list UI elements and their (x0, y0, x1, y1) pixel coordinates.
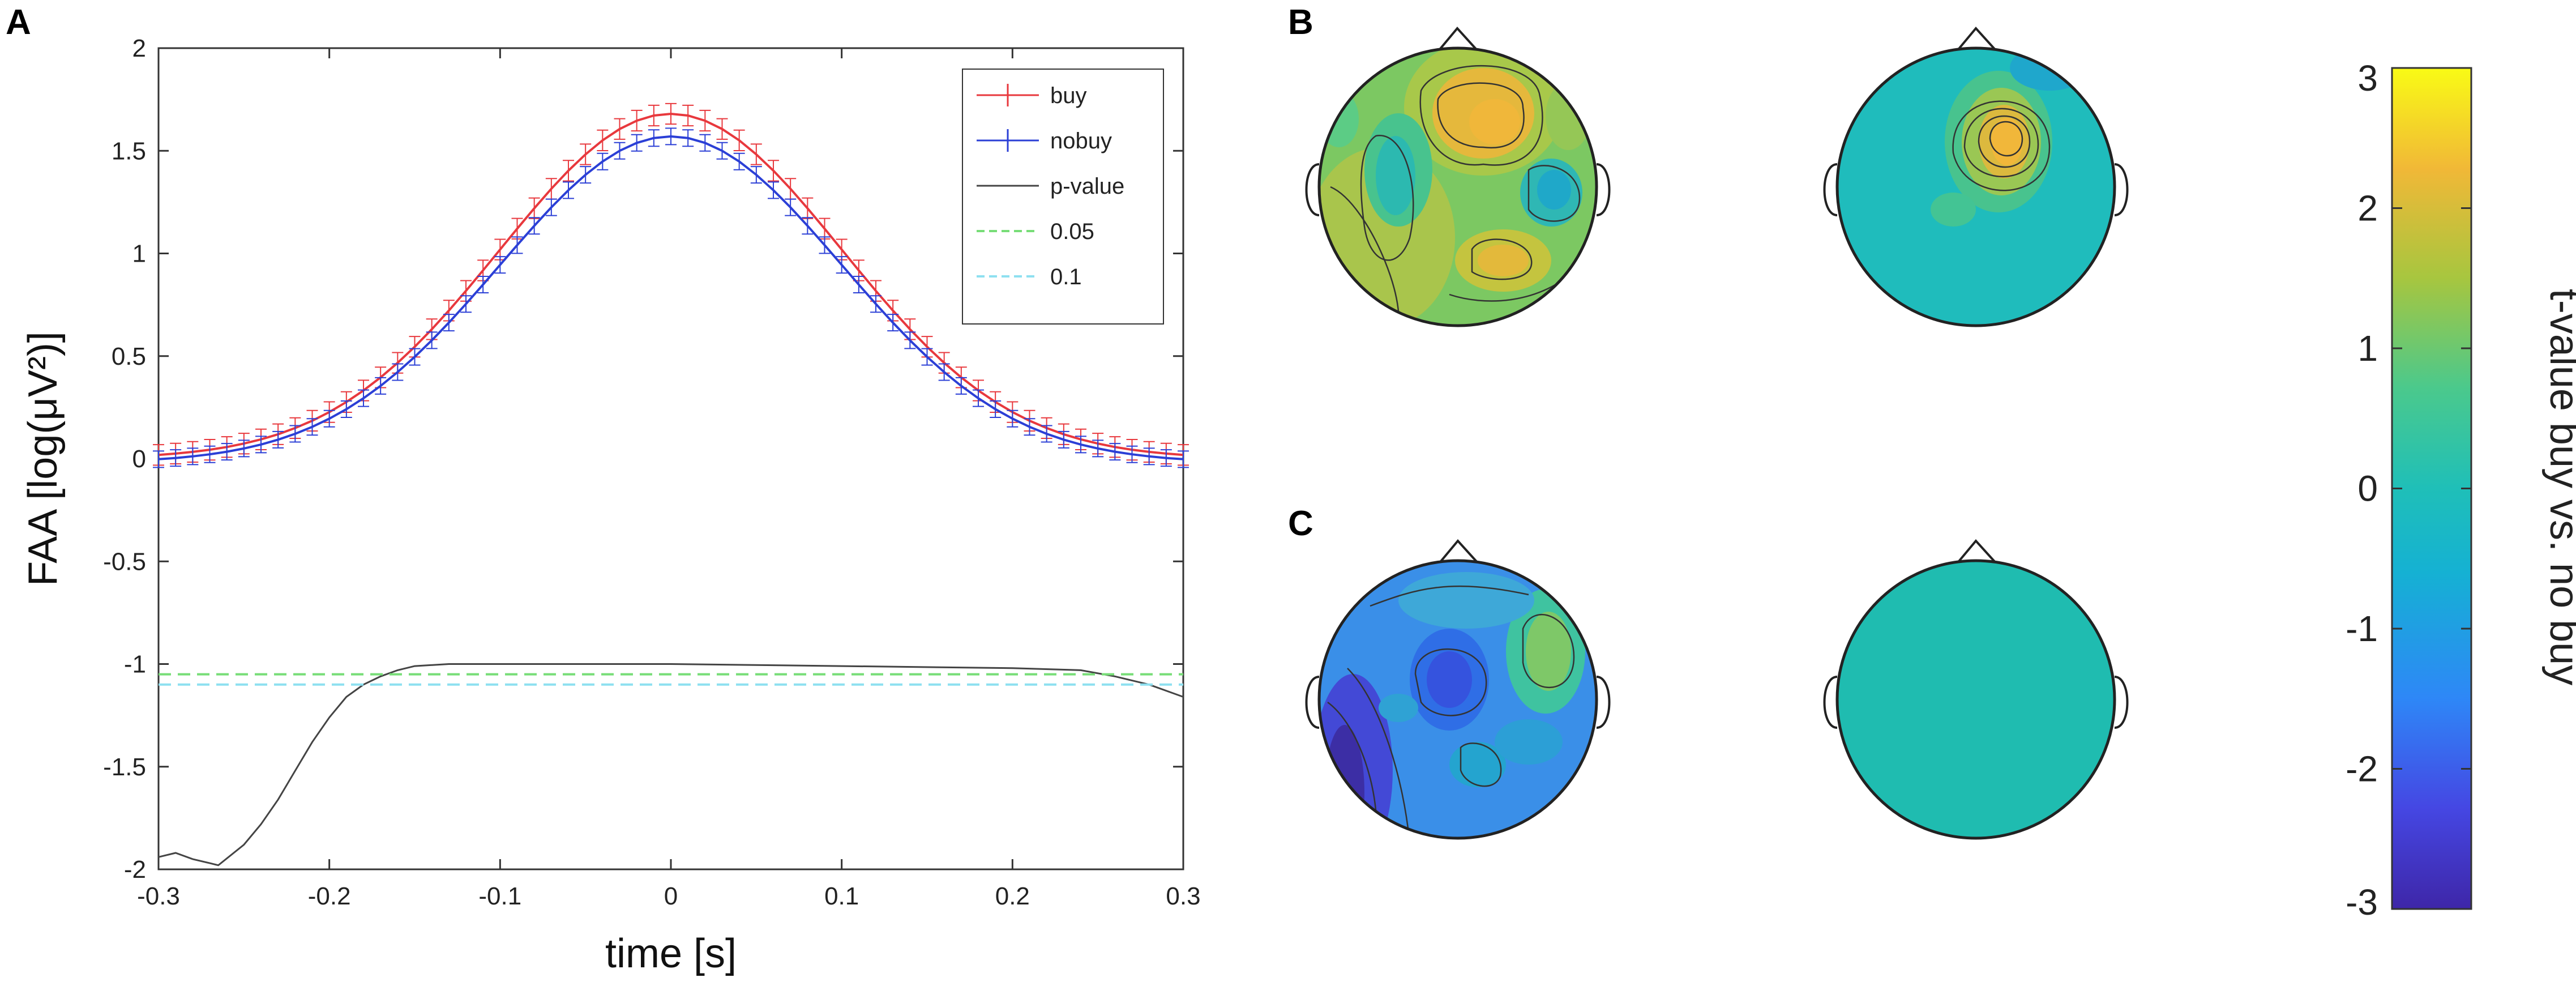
topoplot-c-2 (1823, 539, 2129, 840)
legend-label-01: 0.1 (1050, 264, 1082, 289)
topoplot-c-1 (1305, 539, 1611, 840)
x-tick-label: 0.1 (824, 882, 859, 910)
head-outline (1317, 46, 1598, 327)
nose (1955, 539, 1999, 566)
left-ear (1823, 163, 1838, 216)
legend-label-buy: buy (1050, 83, 1087, 108)
head-outline (1835, 46, 2116, 327)
y-axis-title: FAA [log(μV²)] (20, 331, 66, 586)
y-tick-label: 2 (132, 35, 146, 62)
y-tick-label: 0.5 (112, 343, 146, 370)
nose (1436, 26, 1480, 53)
topoplot-b-2 (1823, 26, 2129, 327)
head-outline (1835, 559, 2116, 840)
colorbar-ticks: 3 2 1 0 -1 -2 -3 (2346, 58, 2471, 923)
y-tick-label: -1 (124, 651, 146, 678)
series-nobuy (153, 127, 1189, 468)
panel-label-b: B (1288, 3, 1313, 42)
y-tick-label: 0 (132, 445, 146, 473)
y-tick-label: -2 (124, 856, 146, 883)
x-tick-label: -0.2 (308, 882, 351, 910)
colorbar-tick-label: 0 (2357, 468, 2378, 509)
legend-label-005: 0.05 (1050, 219, 1094, 244)
right-ear (2114, 163, 2129, 216)
panel-label-c: C (1288, 504, 1313, 543)
head-outline (1317, 559, 1598, 840)
topoplot-b-1 (1305, 26, 1611, 327)
line-nobuy (158, 135, 1184, 460)
panel-label-a: A (6, 3, 31, 42)
colorbar-gradient (2391, 67, 2472, 910)
left-ear (1305, 676, 1320, 729)
nose (1955, 26, 1999, 53)
colorbar-tick-label: 1 (2357, 328, 2378, 369)
colorbar-tick-label: 3 (2357, 58, 2378, 99)
right-ear (2114, 676, 2129, 729)
threshold-lines (159, 673, 1183, 686)
legend: buy nobuy p-value 0.05 0.1 (962, 69, 1164, 325)
left-ear (1823, 676, 1838, 729)
y-tick-label: -0.5 (103, 548, 146, 575)
x-axis-title: time [s] (605, 931, 737, 976)
x-tick-label: -0.1 (478, 882, 521, 910)
x-tick-label: -0.3 (137, 882, 180, 910)
left-ear (1305, 163, 1320, 216)
y-tick-label: 1.5 (112, 137, 146, 165)
y-tick-label: -1.5 (103, 753, 146, 781)
x-tick-label: 0.3 (1166, 882, 1200, 910)
colorbar-title: t-value buy vs. no buy (2541, 289, 2576, 685)
x-tick-label: 0.2 (995, 882, 1030, 910)
right-ear (1596, 163, 1611, 216)
faa-line-chart: -0.3 -0.2 -0.1 0 0.1 0.2 0.3 2 1.5 1 0.5 0 -0.5 -1 -1.… (20, 35, 1201, 976)
colorbar-tick-label: 2 (2357, 188, 2378, 229)
legend-box (962, 69, 1164, 325)
y-tick-label: 1 (132, 240, 146, 268)
axis-ticks: -0.3 -0.2 -0.1 0 0.1 0.2 0.3 2 1.5 1 0.5 0 -0.5 -1 -1.… (103, 35, 1200, 910)
x-tick-label: 0 (664, 882, 678, 910)
colorbar-tick-label: -2 (2346, 749, 2378, 789)
legend-label-pvalue: p-value (1050, 174, 1124, 199)
colorbar-tick-label: -3 (2346, 882, 2378, 923)
nose (1437, 539, 1480, 566)
faa-series (153, 103, 1189, 468)
colorbar-tick-label: -1 (2346, 608, 2378, 649)
right-ear (1596, 676, 1611, 729)
legend-label-nobuy: nobuy (1050, 129, 1112, 153)
colorbar: 3 2 1 0 -1 -2 -3 t-value buy vs. no buy (2346, 58, 2576, 923)
